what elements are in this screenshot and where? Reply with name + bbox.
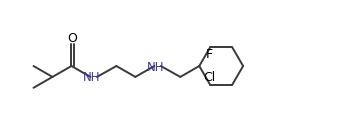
Text: O: O [67, 32, 77, 45]
Text: F: F [206, 48, 213, 61]
Text: NH: NH [146, 61, 164, 74]
Text: Cl: Cl [203, 71, 215, 84]
Text: NH: NH [83, 71, 100, 84]
